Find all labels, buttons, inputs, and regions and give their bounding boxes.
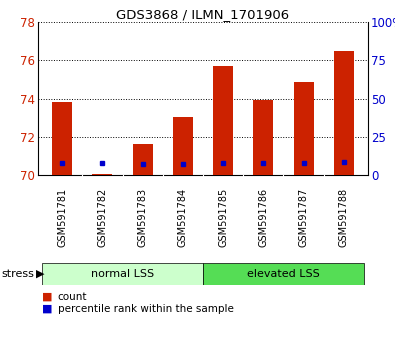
Bar (293, 82, 314, 175)
Bar (213, 66, 233, 175)
FancyBboxPatch shape (203, 263, 364, 285)
Text: GSM591788: GSM591788 (339, 188, 349, 247)
Text: ■: ■ (42, 304, 53, 314)
Text: stress: stress (1, 269, 34, 279)
Title: GDS3868 / ILMN_1701906: GDS3868 / ILMN_1701906 (117, 8, 290, 21)
Bar (173, 117, 193, 175)
Bar (334, 51, 354, 175)
Text: GSM591781: GSM591781 (57, 188, 67, 247)
Text: elevated LSS: elevated LSS (247, 269, 320, 279)
Text: GSM591786: GSM591786 (258, 188, 268, 247)
Bar (92, 174, 113, 175)
Text: GSM591784: GSM591784 (178, 188, 188, 247)
Bar (133, 144, 153, 175)
Text: percentile rank within the sample: percentile rank within the sample (58, 304, 233, 314)
Text: count: count (58, 292, 87, 302)
Text: GSM591787: GSM591787 (299, 188, 308, 247)
Bar (253, 101, 273, 175)
Text: GSM591782: GSM591782 (98, 188, 107, 247)
Bar (52, 102, 72, 175)
Text: GSM591783: GSM591783 (137, 188, 148, 247)
Text: ▶: ▶ (36, 269, 45, 279)
Text: GSM591785: GSM591785 (218, 188, 228, 247)
FancyBboxPatch shape (42, 263, 203, 285)
Text: normal LSS: normal LSS (91, 269, 154, 279)
Text: ■: ■ (42, 292, 53, 302)
